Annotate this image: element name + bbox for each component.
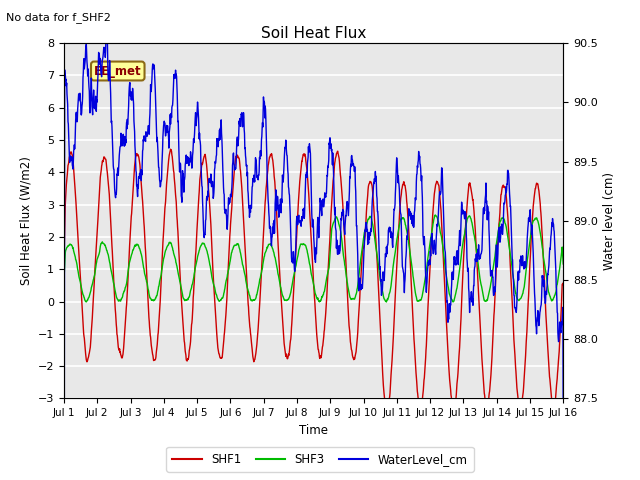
SHF1	[99, 158, 106, 164]
Text: EE_met: EE_met	[94, 64, 141, 77]
SHF3	[383, 299, 390, 305]
WaterLevel_cm	[292, 250, 300, 256]
Legend: SHF1, SHF3, WaterLevel_cm: SHF1, SHF3, WaterLevel_cm	[166, 447, 474, 472]
SHF1	[272, 200, 280, 206]
SHF3	[431, 212, 439, 218]
WaterLevel_cm	[102, 28, 110, 34]
SHF1	[167, 146, 175, 152]
X-axis label: Time: Time	[299, 424, 328, 437]
Y-axis label: Water level (cm): Water level (cm)	[604, 172, 616, 270]
SHF3	[291, 266, 299, 272]
SHF1	[292, 256, 300, 262]
Y-axis label: Soil Heat Flux (W/m2): Soil Heat Flux (W/m2)	[19, 156, 32, 285]
SHF3	[272, 258, 280, 264]
SHF3	[99, 240, 106, 246]
Line: SHF3: SHF3	[64, 215, 563, 302]
Title: Soil Heat Flux: Soil Heat Flux	[261, 25, 366, 41]
SHF1	[450, 408, 458, 414]
WaterLevel_cm	[272, 193, 280, 199]
Line: WaterLevel_cm: WaterLevel_cm	[64, 31, 563, 410]
WaterLevel_cm	[559, 408, 567, 413]
SHF3	[60, 276, 68, 282]
SHF3	[282, 298, 290, 303]
WaterLevel_cm	[60, 408, 68, 413]
WaterLevel_cm	[99, 56, 106, 62]
WaterLevel_cm	[344, 213, 352, 218]
Line: SHF1: SHF1	[64, 149, 563, 411]
SHF1	[119, 352, 127, 358]
SHF3	[559, 261, 567, 267]
SHF3	[344, 285, 352, 291]
SHF1	[283, 353, 291, 359]
WaterLevel_cm	[283, 148, 291, 154]
SHF3	[119, 291, 127, 297]
Text: No data for f_SHF2: No data for f_SHF2	[6, 12, 111, 23]
SHF1	[559, 280, 567, 286]
WaterLevel_cm	[120, 132, 127, 137]
SHF1	[344, 310, 352, 316]
SHF1	[60, 257, 68, 263]
